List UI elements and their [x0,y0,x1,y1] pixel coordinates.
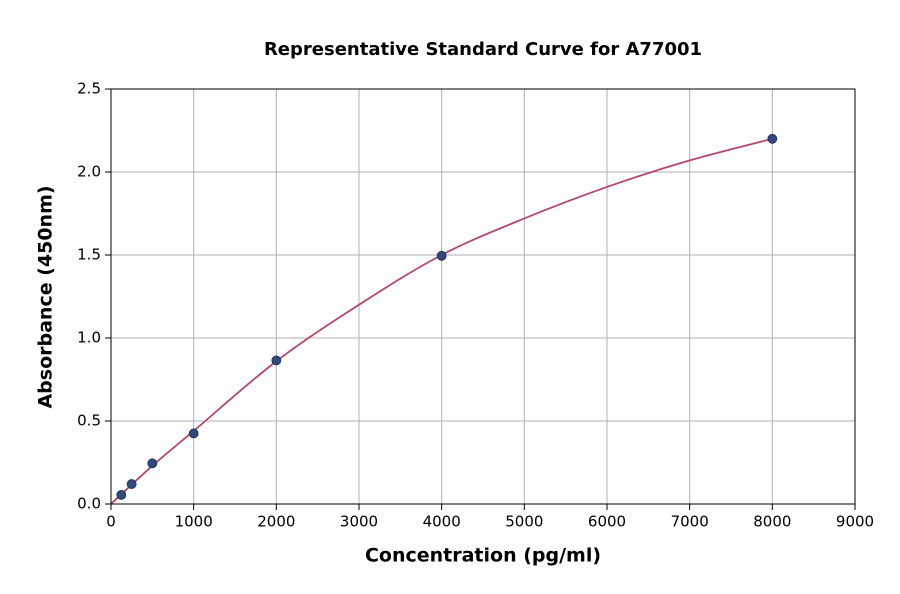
x-tick-label: 4000 [423,513,461,531]
data-point [436,250,447,261]
x-tick-label: 6000 [588,513,626,531]
chart-title: Representative Standard Curve for A77001 [264,39,702,60]
data-point [767,133,778,144]
data-point [271,355,282,366]
y-tick-label: 1.0 [77,329,101,347]
x-tick-label: 0 [106,513,116,531]
x-tick-label: 5000 [505,513,543,531]
x-tick-label: 8000 [753,513,791,531]
data-point [147,458,158,469]
data-point [116,489,127,500]
y-tick-label: 0.0 [77,495,101,513]
y-tick-label: 1.5 [77,246,101,264]
y-tick-label: 2.0 [77,163,101,181]
x-tick-label: 1000 [175,513,213,531]
x-tick-label: 9000 [836,513,874,531]
data-point [188,428,199,439]
x-axis-label: Concentration (pg/ml) [365,545,601,567]
x-tick-label: 2000 [257,513,295,531]
fit-curve [110,137,773,505]
y-axis-label: Absorbance (450nm) [35,185,57,408]
x-tick-label: 3000 [340,513,378,531]
plot-frame [110,88,856,505]
y-tick-label: 2.5 [77,80,101,98]
y-tick-label: 0.5 [77,412,101,430]
x-tick-label: 7000 [671,513,709,531]
data-point [126,479,137,489]
